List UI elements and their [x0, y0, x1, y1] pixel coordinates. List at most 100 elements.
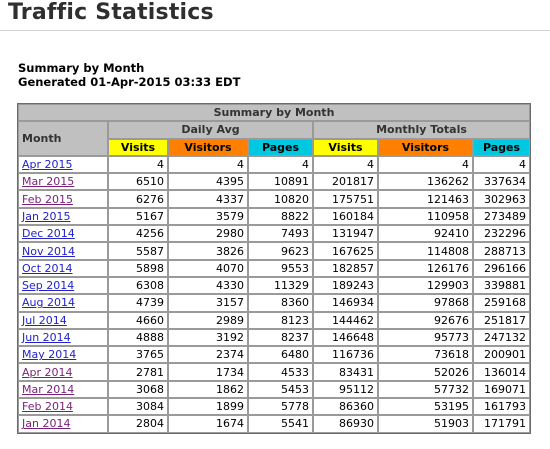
summary-table: Summary by Month Month Daily Avg Monthly… [17, 103, 531, 434]
table-row: Apr 2015 4 4 4 4 4 4 [18, 155, 530, 174]
table-row: Nov 2014 5587 3826 9623 167625 114808 288713 [18, 242, 530, 260]
monthly-pages-cell: 339881 [473, 276, 530, 295]
month-link[interactable]: Jul 2014 [22, 313, 67, 327]
monthly-pages-cell: 136014 [473, 363, 530, 381]
page-title: Traffic Statistics [8, 0, 214, 25]
monthly-pages-cell: 232296 [473, 225, 530, 243]
monthly-pages-cell: 337634 [473, 173, 530, 191]
daily-visitors-cell: 1899 [168, 398, 248, 416]
table-row: Dec 2014 4256 2980 7493 131947 92410 232296 [18, 225, 530, 243]
month-link[interactable]: Jan 2014 [22, 417, 71, 431]
daily-visits-cell: 4739 [108, 294, 168, 312]
month-link[interactable]: Feb 2014 [22, 400, 73, 414]
month-cell: Aug 2014 [18, 294, 108, 312]
month-link[interactable]: Feb 2015 [22, 192, 73, 206]
monthly-visitors-cell: 129903 [378, 276, 473, 295]
daily-visitors-cell: 4337 [168, 190, 248, 208]
monthly-visitors-cell: 57732 [378, 380, 473, 399]
table-row: Jan 2014 2804 1674 5541 86930 51903 171791 [18, 415, 530, 433]
daily-pages-cell: 10891 [248, 173, 313, 191]
daily-visitors-cell: 1862 [168, 380, 248, 399]
table-group-header-row: Month Daily Avg Monthly Totals [18, 121, 530, 156]
title-divider [0, 30, 550, 31]
monthly-visitors-cell: 114808 [378, 242, 473, 260]
daily-pages-cell: 7493 [248, 225, 313, 243]
month-link[interactable]: Jun 2014 [22, 331, 71, 344]
daily-visits-cell: 5167 [108, 207, 168, 226]
monthly-visits-cell: 189243 [313, 276, 378, 295]
month-link[interactable]: Sep 2014 [22, 279, 75, 293]
month-cell: Jan 2015 [18, 207, 108, 226]
daily-visitors-cell: 1734 [168, 363, 248, 381]
monthly-visitors-cell: 53195 [378, 398, 473, 416]
monthly-pages-cell: 200901 [473, 346, 530, 364]
month-link[interactable]: Apr 2015 [22, 158, 73, 172]
monthly-visitors-cell: 97868 [378, 294, 473, 312]
daily-visits-cell: 3765 [108, 346, 168, 364]
table-row: Feb 2015 6276 4337 10820 175751 121463 302963 [18, 190, 530, 208]
table-row: Jan 2015 5167 3579 8822 160184 110958 273489 [18, 207, 530, 226]
monthly-visits-cell: 131947 [313, 225, 378, 243]
daily-visitors-cell: 3157 [168, 294, 248, 312]
daily-avg-header: Daily Avg [108, 121, 313, 139]
month-link[interactable]: May 2014 [22, 348, 77, 362]
table-row: Feb 2014 3084 1899 5778 86360 53195 161793 [18, 398, 530, 416]
monthly-visits-cell: 116736 [313, 346, 378, 364]
month-link[interactable]: Dec 2014 [22, 227, 75, 241]
month-cell: Feb 2015 [18, 190, 108, 208]
monthly-pages-cell: 171791 [473, 415, 530, 433]
table-row: Oct 2014 5898 4070 9553 182857 126176 296166 [18, 259, 530, 277]
month-link[interactable]: Oct 2014 [22, 261, 73, 275]
daily-pages-cell: 5453 [248, 380, 313, 399]
monthly-pages-cell: 296166 [473, 259, 530, 277]
daily-visits-cell: 3084 [108, 398, 168, 416]
daily-pages-cell: 8360 [248, 294, 313, 312]
monthly-visitors-cell: 73618 [378, 346, 473, 364]
month-cell: Apr 2015 [18, 155, 108, 174]
monthly-visits-cell: 167625 [313, 242, 378, 260]
daily-visits-header: Visits [108, 138, 168, 156]
daily-visitors-cell: 4330 [168, 276, 248, 295]
monthly-totals-header: Monthly Totals [313, 121, 530, 139]
daily-visits-cell: 6308 [108, 276, 168, 295]
daily-pages-cell: 4 [248, 155, 313, 174]
month-link[interactable]: Jan 2015 [22, 209, 71, 223]
table-row: May 2014 3765 2374 6480 116736 73618 200901 [18, 346, 530, 364]
month-cell: Sep 2014 [18, 276, 108, 295]
month-link[interactable]: Aug 2014 [22, 296, 75, 310]
daily-visitors-cell: 3192 [168, 328, 248, 347]
daily-pages-cell: 9623 [248, 242, 313, 260]
monthly-pages-cell: 288713 [473, 242, 530, 260]
monthly-visitors-cell: 121463 [378, 190, 473, 208]
month-link[interactable]: Nov 2014 [22, 244, 75, 258]
monthly-visits-cell: 182857 [313, 259, 378, 277]
daily-visitors-header: Visitors [168, 138, 248, 156]
daily-pages-cell: 6480 [248, 346, 313, 364]
table-row: Aug 2014 4739 3157 8360 146934 97868 259168 [18, 294, 530, 312]
monthly-visitors-cell: 136262 [378, 173, 473, 191]
monthly-visits-cell: 86930 [313, 415, 378, 433]
monthly-pages-cell: 273489 [473, 207, 530, 226]
month-cell: Apr 2014 [18, 363, 108, 381]
daily-visitors-cell: 1674 [168, 415, 248, 433]
generated-timestamp: Generated 01-Apr-2015 03:33 EDT [18, 75, 241, 89]
monthly-visitors-header: Visitors [378, 138, 473, 156]
daily-pages-cell: 8123 [248, 311, 313, 329]
monthly-pages-header: Pages [473, 138, 530, 156]
monthly-visitors-cell: 52026 [378, 363, 473, 381]
table-row: Jun 2014 4888 3192 8237 146648 95773 247132 [18, 328, 530, 347]
month-link[interactable]: Mar 2015 [22, 175, 75, 189]
table-caption-row: Summary by Month [18, 104, 530, 122]
daily-visits-cell: 2781 [108, 363, 168, 381]
monthly-visits-cell: 83431 [313, 363, 378, 381]
monthly-visitors-cell: 95773 [378, 328, 473, 347]
daily-pages-cell: 8237 [248, 328, 313, 347]
month-link[interactable]: Mar 2014 [22, 382, 75, 396]
daily-visits-cell: 6276 [108, 190, 168, 208]
month-cell: Nov 2014 [18, 242, 108, 260]
table-row: Mar 2015 6510 4395 10891 201817 136262 337634 [18, 173, 530, 191]
table-body: Apr 2015 4 4 4 4 4 4 Mar 2015 6510 4395 10891 20181… [18, 155, 530, 433]
month-link[interactable]: Apr 2014 [22, 365, 73, 379]
daily-pages-cell: 4533 [248, 363, 313, 381]
month-cell: Mar 2015 [18, 173, 108, 191]
